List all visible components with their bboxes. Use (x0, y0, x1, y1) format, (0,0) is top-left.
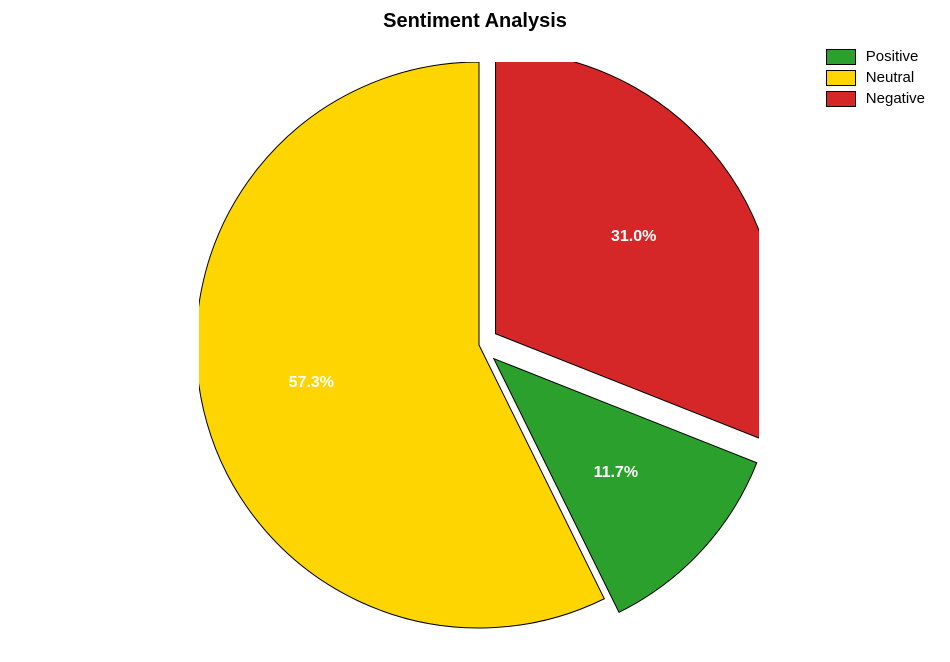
legend-label-negative: Negative (866, 90, 925, 107)
legend-swatch-neutral (826, 70, 856, 86)
slice-label-negative: 31.0% (611, 228, 656, 246)
slice-label-neutral: 57.3% (289, 374, 334, 392)
legend-label-positive: Positive (866, 48, 919, 65)
pie-svg (199, 62, 759, 642)
legend-item-neutral: Neutral (826, 69, 925, 86)
chart-title: Sentiment Analysis (383, 10, 567, 33)
legend-swatch-positive (826, 49, 856, 65)
legend-label-neutral: Neutral (866, 69, 914, 86)
legend-swatch-negative (826, 91, 856, 107)
legend: Positive Neutral Negative (826, 48, 925, 111)
legend-item-negative: Negative (826, 90, 925, 107)
sentiment-pie-chart: Sentiment Analysis Positive Neutral Nega… (0, 0, 950, 662)
slice-label-positive: 11.7% (594, 464, 638, 482)
legend-item-positive: Positive (826, 48, 925, 65)
